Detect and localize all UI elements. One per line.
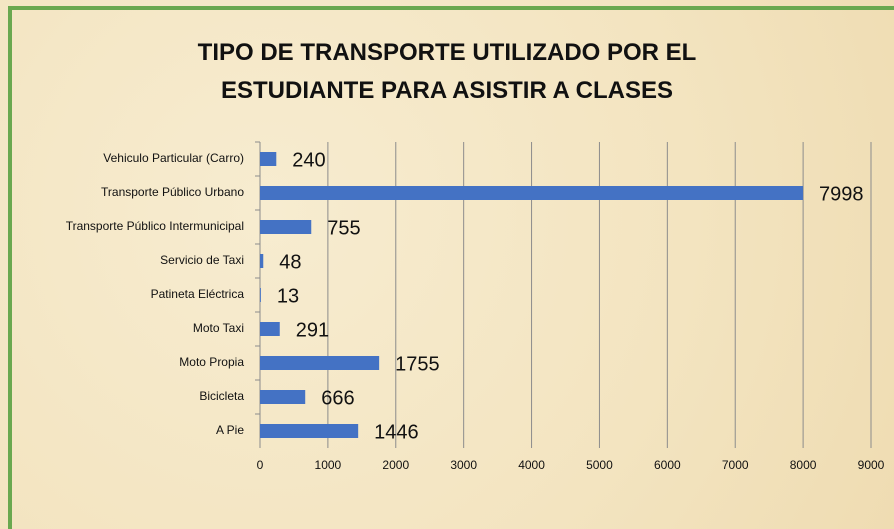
y-tick-label: Transporte Público Intermunicipal (66, 219, 244, 233)
bar (260, 356, 380, 370)
x-tick-label: 3000 (450, 458, 477, 472)
x-tick-label: 7000 (722, 458, 749, 472)
data-label: 7998 (819, 183, 864, 205)
frame (8, 6, 894, 529)
bar (260, 152, 277, 166)
y-tick-label: Moto Taxi (193, 321, 244, 335)
x-tick-label: 4000 (518, 458, 545, 472)
y-tick-label: Bicicleta (199, 389, 244, 403)
x-tick-label: 8000 (790, 458, 817, 472)
bar (260, 288, 261, 302)
data-label: 1755 (395, 353, 440, 375)
bar (260, 186, 803, 200)
bar (260, 322, 280, 336)
data-label: 666 (321, 387, 354, 409)
x-tick-label: 2000 (382, 458, 409, 472)
y-tick-label: Transporte Público Urbano (101, 185, 244, 199)
bar (260, 254, 264, 268)
y-tick-label: Patineta Eléctrica (151, 287, 245, 301)
y-tick-label: Moto Propia (179, 355, 244, 369)
data-label: 48 (279, 251, 301, 273)
data-label: 291 (296, 319, 329, 341)
y-tick-label: Servicio de Taxi (160, 253, 244, 267)
y-tick-label: Vehiculo Particular (Carro) (103, 151, 244, 165)
data-label: 755 (327, 217, 360, 239)
data-label: 240 (292, 149, 325, 171)
x-tick-label: 6000 (654, 458, 681, 472)
chart-title: TIPO DE TRANSPORTE UTILIZADO POR EL ESTU… (197, 39, 697, 104)
data-label: 13 (277, 285, 299, 307)
x-tick-label: 5000 (586, 458, 613, 472)
bar (260, 220, 312, 234)
bar (260, 390, 306, 404)
x-tick-label: 1000 (315, 458, 342, 472)
y-tick-label: A Pie (216, 423, 244, 437)
x-tick-label: 0 (257, 458, 264, 472)
x-tick-label: 9000 (858, 458, 885, 472)
bar (260, 424, 359, 438)
data-label: 1446 (374, 421, 419, 443)
